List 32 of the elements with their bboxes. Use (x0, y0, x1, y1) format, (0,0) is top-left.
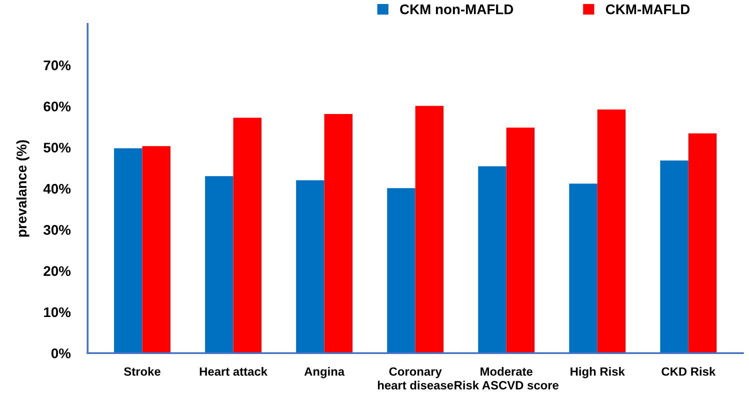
y-axis-title: prevalance (%) (16, 140, 30, 237)
legend-label: CKM-MAFLD (606, 4, 690, 14)
y-tick-label: 20% (44, 266, 71, 276)
bar (296, 180, 324, 354)
bar (233, 118, 262, 354)
bar (688, 133, 717, 354)
bar (660, 160, 688, 354)
bar (142, 146, 170, 354)
x-tick-label: High Risk (570, 367, 625, 378)
bar (415, 106, 444, 354)
x-tick-label: Angina (304, 367, 345, 378)
bar (387, 188, 416, 354)
y-tick-label: 70% (44, 60, 71, 70)
bar (205, 176, 234, 354)
y-tick-label: 0% (51, 348, 71, 358)
legend-label: CKM non-MAFLD (400, 4, 514, 14)
bar (478, 166, 506, 354)
y-tick-label: 60% (44, 102, 71, 112)
x-tick-label: Coronary heart disease (378, 367, 454, 390)
bar (506, 128, 535, 354)
x-tick-label: Heart attack (200, 367, 268, 376)
y-tick-label: 10% (44, 307, 71, 318)
y-tick-label: 50% (44, 142, 71, 153)
x-tick-label: CKD Risk (662, 367, 716, 376)
x-tick-label: Moderate Risk ASCVD score (454, 367, 558, 390)
x-tick-label: Stroke (124, 367, 160, 376)
y-tick-label: 40% (43, 184, 71, 194)
y-tick-label: 30% (43, 225, 71, 235)
bar (597, 110, 626, 354)
bar (114, 148, 142, 354)
bar (569, 184, 598, 354)
bar (324, 114, 353, 354)
